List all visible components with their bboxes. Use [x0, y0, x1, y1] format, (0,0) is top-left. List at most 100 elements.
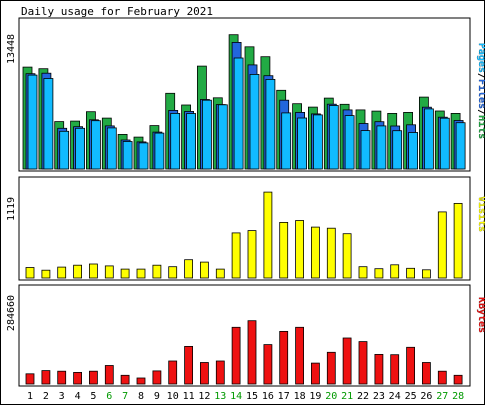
x-tick-label: 14 — [230, 391, 242, 402]
bar-pages-day-9 — [154, 132, 165, 170]
bar-kbytes-day-7 — [120, 374, 130, 385]
bar-visits-day-15 — [247, 230, 257, 279]
bar-kbytes-day-5 — [89, 370, 98, 385]
bar-visits-day-13 — [215, 268, 225, 279]
y-max-label: 1119 — [6, 197, 17, 221]
bar-kbytes-day-10 — [168, 360, 178, 385]
x-tick-label: 6 — [106, 391, 112, 402]
bar-pages-day-5 — [91, 120, 101, 170]
bar-visits-day-6 — [104, 265, 114, 279]
x-tick-label: 7 — [122, 391, 128, 402]
bar-kbytes-day-3 — [57, 370, 67, 385]
bar-kbytes-day-25 — [406, 346, 416, 385]
x-tick-label: 4 — [75, 391, 81, 402]
series-kbytes — [25, 320, 463, 385]
bar-visits-day-4 — [73, 264, 82, 279]
bar-pages-day-8 — [138, 142, 149, 170]
x-tick-label: 26 — [420, 391, 432, 402]
bar-kbytes-day-16 — [263, 344, 273, 385]
bar-visits-day-16 — [263, 191, 273, 279]
bar-kbytes-day-12 — [199, 362, 209, 385]
bar-visits-day-24 — [390, 264, 400, 279]
x-axis-labels: 1 2 3 4 5 6 7 8 9 10 11 12 13 14 15 16 17 18 19 20 21 22 23 24 2… — [27, 391, 464, 402]
x-tick-label: 27 — [436, 391, 448, 402]
bar-kbytes-day-6 — [104, 365, 114, 385]
bar-pages-day-2 — [43, 78, 54, 170]
x-tick-label: 20 — [325, 391, 337, 402]
bar-kbytes-day-2 — [41, 370, 51, 385]
x-tick-label: 3 — [59, 391, 65, 402]
x-tick-label: 17 — [278, 391, 290, 402]
bar-pages-day-1 — [27, 74, 38, 170]
bar-pages-day-22 — [360, 130, 371, 170]
bar-pages-day-14 — [233, 57, 244, 170]
bar-pages-day-19 — [312, 114, 323, 170]
legend-pages-files-hits: Pages/Files/Hits — [476, 43, 485, 139]
legend-entry-0: Pages — [476, 43, 485, 73]
bar-pages-day-20 — [328, 105, 339, 170]
bar-visits-day-9 — [152, 264, 162, 279]
panel-frame — [18, 284, 471, 387]
bar-kbytes-day-15 — [247, 320, 257, 385]
bar-visits-day-14 — [231, 232, 241, 279]
x-tick-label: 25 — [405, 391, 417, 402]
bar-visits-day-2 — [41, 269, 51, 279]
x-tick-label: 24 — [389, 391, 401, 402]
bar-visits-day-28 — [453, 202, 463, 279]
bar-visits-day-19 — [310, 226, 320, 279]
bar-kbytes-day-28 — [453, 374, 463, 385]
bar-kbytes-day-11 — [184, 345, 194, 385]
bar-kbytes-day-8 — [136, 377, 146, 385]
bar-visits-day-5 — [89, 263, 98, 279]
x-tick-label: 5 — [90, 391, 96, 402]
bar-pages-day-15 — [249, 74, 260, 170]
bar-visits-day-22 — [358, 266, 368, 279]
bar-kbytes-day-13 — [215, 360, 225, 385]
panel-visits: 1119 Visits — [6, 176, 485, 281]
bar-kbytes-day-22 — [358, 341, 368, 385]
bar-pages-day-24 — [392, 130, 403, 170]
series-visits — [25, 191, 463, 279]
bar-pages-day-26 — [423, 108, 434, 170]
bar-visits-day-26 — [421, 269, 431, 279]
x-tick-label: 9 — [154, 391, 160, 402]
bar-pages-day-6 — [106, 127, 117, 170]
bar-pages-day-21 — [344, 115, 355, 170]
legend-entry-1: / — [476, 73, 485, 79]
bar-pages-day-17 — [281, 112, 292, 170]
panel-kbytes: 284660 KBytes — [6, 284, 485, 387]
bar-pages-day-3 — [59, 130, 70, 170]
x-tick-label: 8 — [138, 391, 144, 402]
bar-visits-day-12 — [199, 261, 209, 279]
bar-pages-day-27 — [439, 117, 450, 170]
bar-visits-day-25 — [406, 267, 416, 279]
bar-pages-day-25 — [408, 132, 419, 170]
x-tick-label: 18 — [294, 391, 306, 402]
legend-entry-3: / — [476, 109, 485, 115]
panel-frame — [18, 176, 471, 281]
legend-entry-0: KBytes — [476, 297, 485, 333]
x-tick-label: 16 — [262, 391, 274, 402]
bar-pages-day-18 — [297, 117, 308, 170]
bar-visits-day-10 — [168, 266, 178, 279]
x-tick-label: 2 — [43, 391, 49, 402]
bar-pages-day-11 — [186, 113, 197, 170]
bar-pages-day-12 — [201, 99, 212, 170]
legend-visits: Visits — [476, 196, 485, 232]
bar-visits-day-21 — [342, 233, 352, 279]
chart-title: Daily usage for February 2021 — [21, 5, 213, 18]
x-tick-label: 13 — [214, 391, 226, 402]
bar-kbytes-day-1 — [25, 373, 35, 385]
bar-visits-day-3 — [57, 266, 67, 279]
bar-kbytes-day-9 — [152, 370, 162, 385]
bar-visits-day-20 — [326, 227, 336, 279]
bar-kbytes-day-4 — [73, 371, 82, 385]
x-tick-label: 10 — [167, 391, 179, 402]
y-max-label: 13448 — [6, 34, 17, 64]
bar-pages-day-7 — [122, 141, 133, 170]
y-max-label: 284660 — [6, 295, 17, 331]
x-tick-label: 19 — [309, 391, 321, 402]
x-tick-label: 28 — [452, 391, 464, 402]
